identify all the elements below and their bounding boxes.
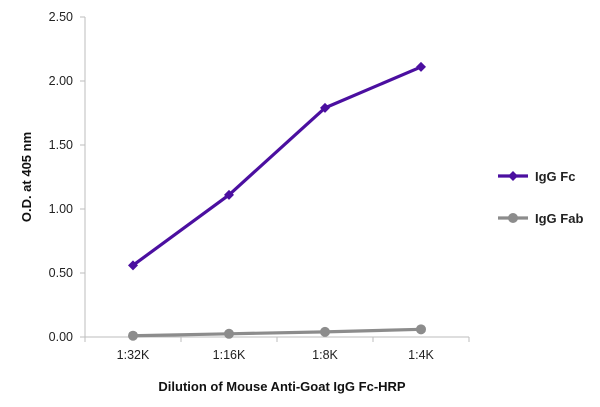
legend-item: IgG Fab xyxy=(498,211,583,226)
data-point xyxy=(224,189,234,200)
data-point xyxy=(128,260,138,271)
x-tick-label: 1:8K xyxy=(312,348,338,362)
y-tick-label: 0.50 xyxy=(49,266,73,280)
legend-label: IgG Fab xyxy=(535,211,583,226)
series-line xyxy=(132,65,422,267)
y-tick-label: 1.50 xyxy=(49,138,73,152)
data-point xyxy=(320,102,330,113)
legend-item: IgG Fc xyxy=(498,169,575,184)
series-1 xyxy=(128,324,426,341)
data-point xyxy=(224,328,234,339)
legend: IgG Fc IgG Fab xyxy=(498,169,583,226)
x-tick-label: 1:4K xyxy=(408,348,434,362)
x-tick-label: 1:16K xyxy=(213,348,246,362)
data-point xyxy=(416,324,426,335)
series-0 xyxy=(128,61,426,271)
data-point xyxy=(320,326,330,337)
y-ticks: 0.00 0.50 1.00 1.50 2.00 2.50 xyxy=(49,10,85,344)
legend-label: IgG Fc xyxy=(535,169,575,184)
x-axis-title: Dilution of Mouse Anti-Goat IgG Fc-HRP xyxy=(158,379,406,394)
series-line xyxy=(132,327,422,338)
legend-marker xyxy=(508,213,518,223)
legend-marker xyxy=(508,171,518,181)
x-tick-label: 1:32K xyxy=(117,348,150,362)
y-axis-title: O.D. at 405 nm xyxy=(19,132,34,222)
x-ticks: 1:32K 1:16K 1:8K 1:4K xyxy=(84,337,470,362)
series-layer xyxy=(128,61,426,341)
y-tick-label: 0.00 xyxy=(49,330,73,344)
y-tick-label: 2.50 xyxy=(49,10,73,24)
y-tick-label: 1.00 xyxy=(49,202,73,216)
data-point xyxy=(128,330,138,341)
data-point xyxy=(416,61,426,72)
y-tick-label: 2.00 xyxy=(49,74,73,88)
